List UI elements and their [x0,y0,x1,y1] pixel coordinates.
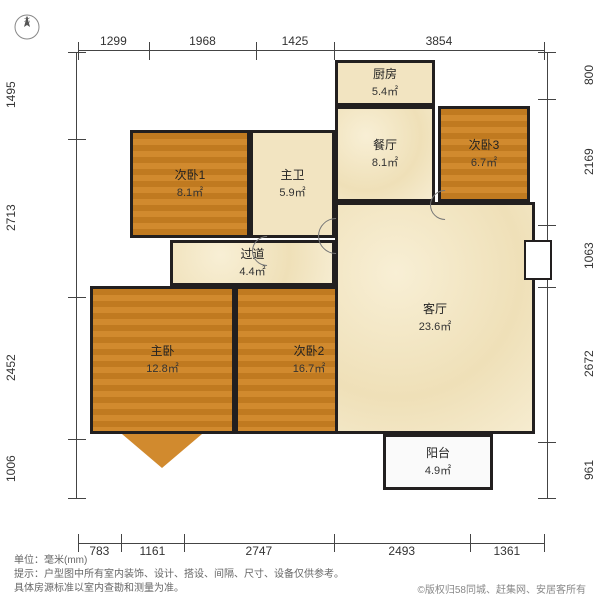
room-bed1: 次卧18.1㎡ [130,130,250,238]
room-area: 23.6㎡ [419,318,451,334]
dim-value: 1299 [93,34,133,48]
dim-tick [78,42,79,60]
hint-text: 提示：户型图中所有室内装饰、设计、搭设、间隔、尺寸、设备仅供参考。 具体房源标准… [14,568,344,596]
dim-value: 2713 [4,198,18,238]
room-area: 8.1㎡ [177,184,203,200]
dim-tick [184,534,185,552]
dim-value: 800 [582,55,596,95]
dim-value: 1361 [487,544,527,558]
dim-value: 1495 [4,75,18,115]
room-area: 16.7㎡ [293,360,325,376]
dim-tick [334,534,335,552]
dim-tick [470,534,471,552]
dim-value: 961 [582,450,596,490]
room-bed3: 次卧36.7㎡ [438,106,530,202]
dim-value: 2452 [4,348,18,388]
dim-tick [256,42,257,60]
dim-value: 2672 [582,344,596,384]
unit-label: 单位：毫米(mm) [14,554,344,568]
room-name: 阳台 [426,446,450,462]
room-name: 餐厅 [373,138,397,154]
room-area: 8.1㎡ [372,154,398,170]
room-name: 厨房 [373,67,397,83]
room-area: 5.9㎡ [279,184,305,200]
entry-door [524,240,552,280]
room-living: 客厅23.6㎡ [335,202,535,434]
dim-value: 1006 [4,449,18,489]
dim-value: 1425 [275,34,315,48]
dim-value: 2169 [582,142,596,182]
dim-tick [538,287,556,288]
dim-tick [544,42,545,60]
room-balcony: 阳台4.9㎡ [383,434,493,490]
floorplan-canvas: 北 12991968142538547831161274724931361149… [0,0,600,600]
room-area: 4.9㎡ [425,462,451,478]
bay-wall [119,431,205,434]
dim-tick [68,52,86,53]
room-kitchen: 厨房5.4㎡ [335,60,435,106]
dim-value: 1063 [582,236,596,276]
dim-tick [334,42,335,60]
room-name: 主卫 [280,168,304,184]
room-name: 次卧2 [294,344,325,360]
room-area: 12.8㎡ [146,360,178,376]
room-name: 主卧 [150,344,174,360]
footer-text: 单位：毫米(mm) 提示：户型图中所有室内装饰、设计、搭设、间隔、尺寸、设备仅供… [14,554,344,596]
dim-tick [68,297,86,298]
room-area: 5.4㎡ [372,83,398,99]
dim-value: 3854 [419,34,459,48]
dim-tick [68,139,86,140]
bay-window [122,434,202,468]
dim-value: 1968 [182,34,222,48]
room-bath: 主卫5.9㎡ [250,130,335,238]
dim-line-left [76,52,77,498]
room-name: 次卧3 [469,138,500,154]
dim-value: 2493 [382,544,422,558]
dim-tick [68,498,86,499]
watermark: ©版权归58同城、赶集网、安居客所有 [418,581,587,596]
room-name: 次卧1 [175,168,206,184]
dim-tick [538,498,556,499]
dim-tick [68,439,86,440]
room-name: 客厅 [423,302,447,318]
dim-tick [538,225,556,226]
dim-tick [538,52,556,53]
room-master: 主卧12.8㎡ [90,286,235,434]
svg-text:北: 北 [24,16,30,24]
room-dining: 餐厅8.1㎡ [335,106,435,202]
compass-icon: 北 [14,14,40,40]
dim-tick [538,442,556,443]
dim-tick [121,534,122,552]
dim-tick [538,99,556,100]
room-area: 6.7㎡ [471,154,497,170]
dim-tick [149,42,150,60]
dim-tick [544,534,545,552]
